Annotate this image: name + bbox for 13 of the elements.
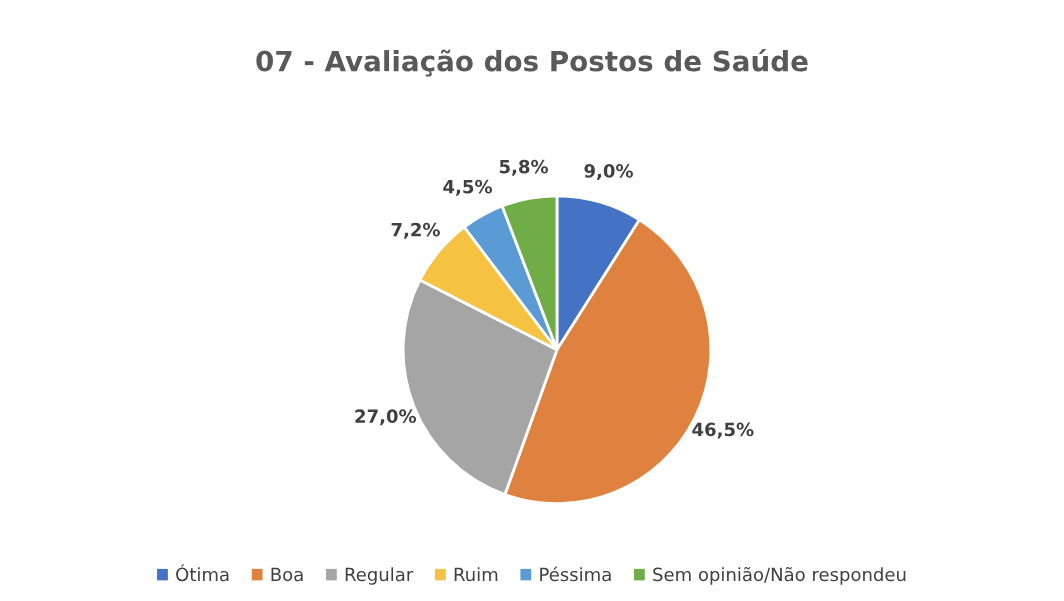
data-label: 7,2%: [391, 222, 440, 239]
legend-label: Péssima: [540, 566, 611, 582]
data-label: 46,5%: [692, 422, 754, 439]
legend-label: Regular: [345, 567, 414, 585]
data-label: 4,5%: [443, 179, 493, 196]
data-label: 27,0%: [355, 409, 417, 426]
legend-label: Sem opinião/Não respondeu: [653, 566, 906, 585]
data-label: 9,0%: [584, 164, 633, 181]
legend-label: Ruim: [454, 567, 498, 582]
chart-title: 07 - Avaliação dos Postos de Saúde: [256, 48, 808, 77]
data-label: 5,8%: [499, 159, 549, 176]
legend-label: Boa: [271, 567, 303, 582]
legend-label: Ótima: [176, 564, 229, 582]
